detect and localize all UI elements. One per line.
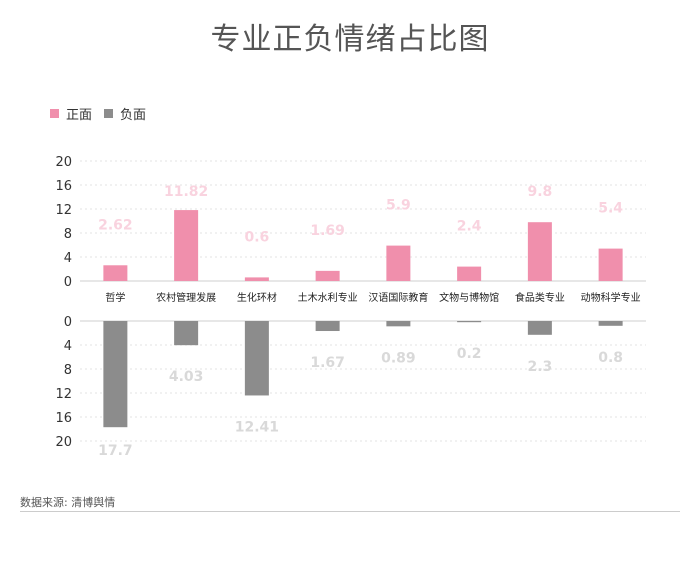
- positive-bar: [103, 265, 128, 281]
- positive-value-label: 9.8: [527, 184, 552, 200]
- positive-value-label: 2.4: [457, 219, 482, 235]
- y-tick-label-lower: 12: [55, 387, 72, 402]
- positive-value-label: 1.69: [310, 223, 345, 239]
- positive-value-label: 2.62: [98, 217, 133, 233]
- y-tick-label-upper: 12: [55, 203, 72, 218]
- category-label: 哲学: [105, 291, 125, 304]
- positive-bar: [244, 277, 269, 281]
- y-tick-label-lower: 0: [64, 315, 72, 330]
- category-label: 文物与博物馆: [439, 291, 499, 304]
- y-tick-label-lower: 4: [64, 339, 72, 354]
- negative-bar: [457, 321, 482, 323]
- category-label: 动物科学专业: [581, 291, 641, 304]
- positive-value-label: 5.4: [598, 201, 623, 217]
- y-tick-label-upper: 0: [64, 275, 72, 290]
- y-tick-label-lower: 16: [55, 411, 72, 426]
- page-title: 专业正负情绪占比图: [210, 22, 490, 57]
- y-tick-label-upper: 16: [55, 179, 72, 194]
- legend-label-positive: 正面: [66, 108, 93, 123]
- positive-value-label: 11.82: [164, 184, 208, 200]
- legend-swatch-negative: [104, 109, 114, 118]
- source-divider: [20, 511, 680, 512]
- negative-value-label: 0.2: [457, 346, 482, 362]
- legend-swatch-positive: [50, 109, 59, 118]
- negative-bar: [386, 321, 411, 327]
- negative-value-label: 4.03: [169, 369, 204, 385]
- negative-bar: [103, 321, 128, 428]
- category-label: 汉语国际教育: [368, 291, 428, 304]
- negative-value-label: 2.3: [527, 359, 552, 375]
- negative-value-label: 12.41: [235, 419, 279, 435]
- category-label: 食品类专业: [515, 291, 565, 304]
- legend: 正面 负面: [50, 104, 158, 123]
- data-source: 数据来源: 清博舆情: [20, 496, 116, 509]
- positive-bar: [386, 245, 411, 281]
- positive-bar: [174, 210, 199, 281]
- y-tick-label-lower: 20: [55, 435, 72, 450]
- negative-value-label: 0.8: [598, 350, 623, 366]
- positive-value-label: 0.6: [244, 229, 269, 245]
- category-label: 土木水利专业: [298, 291, 358, 304]
- negative-value-label: 0.89: [381, 350, 416, 366]
- y-tick-label-upper: 20: [55, 155, 72, 170]
- negative-bar: [244, 321, 269, 396]
- negative-bar: [527, 321, 552, 335]
- legend-item-positive[interactable]: 正面: [50, 104, 92, 123]
- negative-bar: [598, 321, 623, 326]
- negative-value-label: 17.7: [98, 443, 133, 459]
- negative-value-label: 1.67: [310, 355, 345, 371]
- legend-item-negative[interactable]: 负面: [104, 104, 146, 123]
- y-tick-label-upper: 4: [64, 251, 72, 266]
- category-label: 农村管理发展: [156, 291, 216, 304]
- y-tick-label-lower: 8: [64, 363, 72, 378]
- negative-bar: [174, 321, 199, 346]
- positive-bar: [598, 248, 623, 281]
- y-tick-label-upper: 8: [64, 227, 72, 242]
- negative-bar: [315, 321, 340, 332]
- positive-bar: [527, 222, 552, 281]
- legend-label-negative: 负面: [120, 108, 147, 123]
- positive-value-label: 5.9: [386, 198, 411, 214]
- positive-bar: [315, 270, 340, 281]
- positive-bar: [457, 266, 482, 281]
- category-label: 生化环材: [237, 291, 277, 304]
